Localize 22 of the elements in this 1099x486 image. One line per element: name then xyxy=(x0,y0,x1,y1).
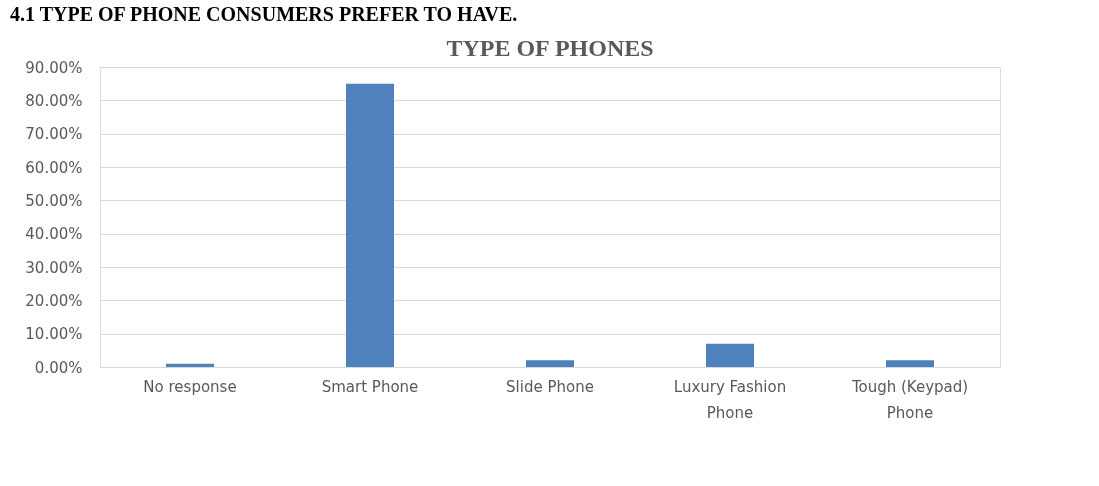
chart-title: TYPE OF PHONES xyxy=(446,35,654,61)
x-tick-label: No response xyxy=(143,377,237,396)
bar xyxy=(886,360,934,367)
y-tick-label: 90.00% xyxy=(25,58,83,77)
y-tick-label: 0.00% xyxy=(34,358,83,377)
bar xyxy=(706,343,754,367)
y-tick-label: 50.00% xyxy=(25,191,83,210)
y-tick-label: 10.00% xyxy=(25,325,83,344)
y-tick-label: 60.00% xyxy=(25,158,83,177)
bar xyxy=(526,360,574,367)
x-tick-label: Tough (Keypad) Phone xyxy=(850,377,969,422)
y-tick-label: 30.00% xyxy=(25,258,83,277)
y-tick-label: 70.00% xyxy=(25,125,83,144)
bar xyxy=(346,83,394,367)
text: 4.1 TYPE OF PHONE CONSUMERS PREFER TO HAVE. xyxy=(10,3,518,25)
x-tick-label: Smart Phone xyxy=(321,377,419,396)
bar xyxy=(166,363,214,367)
y-tick-label: 20.00% xyxy=(25,291,83,310)
y-tick-label: 80.00% xyxy=(25,91,83,110)
x-tick-label: Slide Phone xyxy=(506,377,594,396)
x-tick-label: Luxury Fashion Phone xyxy=(673,377,787,422)
y-tick-label: 40.00% xyxy=(25,225,83,244)
